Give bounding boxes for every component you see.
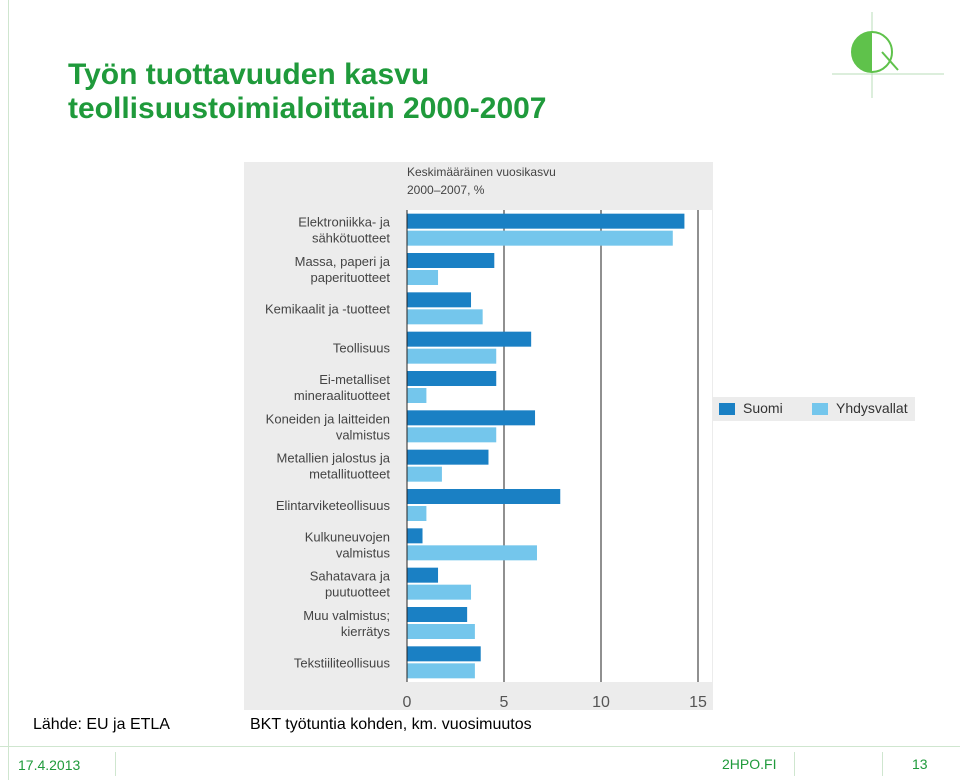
slide-title: Työn tuottavuuden kasvu teollisuustoimia… — [68, 58, 547, 126]
category-label: Metallien jalostus ja — [277, 451, 391, 466]
category-label: puutuotteet — [325, 585, 390, 600]
slide-title-line-2: teollisuustoimialoittain 2000-2007 — [68, 92, 547, 125]
bar-yhdysvallat — [407, 348, 497, 364]
category-label: valmistus — [336, 427, 391, 442]
legend-label-yhdysvallat: Yhdysvallat — [836, 400, 908, 416]
bar-suomi — [407, 410, 536, 426]
bar-suomi — [407, 646, 481, 662]
legend-label-suomi: Suomi — [743, 400, 783, 416]
category-label: Teollisuus — [333, 341, 391, 356]
category-label: Tekstiiliteollisuus — [294, 655, 391, 670]
bar-yhdysvallat — [407, 427, 497, 443]
category-label: mineraalituotteet — [294, 388, 390, 403]
bar-suomi — [407, 567, 439, 583]
footer-date: 17.4.2013 — [18, 757, 81, 773]
left-border-line — [8, 0, 9, 780]
bar-suomi — [407, 489, 561, 504]
category-label: sähkötuotteet — [312, 231, 390, 246]
bar-suomi — [407, 331, 532, 347]
chart-note: BKT työtuntia kohden, km. vuosimuutos — [250, 716, 532, 733]
bar-suomi — [407, 528, 423, 544]
plot-area — [407, 210, 712, 682]
category-label: Ei-metalliset — [319, 372, 390, 387]
chart-legend: Suomi Yhdysvallat — [713, 397, 915, 421]
legend-swatch-suomi — [719, 403, 735, 415]
page-number: 13 — [912, 756, 928, 772]
bar-yhdysvallat — [407, 506, 427, 521]
bar-yhdysvallat — [407, 584, 472, 600]
category-label: Elintarviketeollisuus — [276, 498, 391, 513]
legend-swatch-yhdysvallat — [812, 403, 828, 415]
category-label: Kulkuneuvojen — [305, 529, 390, 544]
footer-separator — [794, 752, 795, 776]
category-label: metallituotteet — [309, 467, 390, 482]
bar-yhdysvallat — [407, 663, 475, 679]
category-label: paperituotteet — [310, 270, 390, 285]
x-tick-label: 0 — [403, 694, 412, 710]
bar-chart: Keskimääräinen vuosikasvu 2000–2007, % 0 5 1… — [265, 165, 712, 710]
x-tick-label: 10 — [592, 694, 610, 710]
bar-suomi — [407, 253, 495, 268]
category-label: Elektroniikka- ja — [298, 215, 391, 230]
bar-yhdysvallat — [407, 270, 439, 285]
bar-suomi — [407, 213, 685, 229]
bar-yhdysvallat — [407, 309, 483, 325]
footer-separator — [115, 752, 116, 776]
bar-yhdysvallat — [407, 388, 427, 403]
category-label: valmistus — [336, 545, 391, 560]
category-label: Muu valmistus; — [303, 608, 390, 623]
footer-divider — [0, 746, 960, 747]
category-label: kierrätys — [341, 624, 391, 639]
category-label: Sahatavara ja — [310, 569, 391, 584]
bar-yhdysvallat — [407, 545, 537, 561]
footer-separator — [882, 752, 883, 776]
x-tick-label: 5 — [500, 694, 509, 710]
chart-title-line-2: 2000–2007, % — [407, 183, 485, 197]
x-tick-label: 15 — [689, 694, 707, 710]
bar-yhdysvallat — [407, 624, 475, 639]
category-label: Kemikaalit ja -tuotteet — [265, 301, 390, 316]
company-logo-icon — [832, 12, 944, 98]
category-label: Koneiden ja laitteiden — [266, 411, 390, 426]
bar-suomi — [407, 607, 468, 622]
category-label: Massa, paperi ja — [295, 254, 391, 269]
bar-suomi — [407, 449, 489, 465]
bar-suomi — [407, 371, 497, 386]
chart-title-line-1: Keskimääräinen vuosikasvu — [407, 165, 556, 179]
footer-site-link[interactable]: 2HPO.FI — [722, 756, 777, 772]
bar-yhdysvallat — [407, 466, 442, 482]
slide-title-line-1: Työn tuottavuuden kasvu — [68, 58, 430, 91]
bar-suomi — [407, 292, 472, 308]
bar-yhdysvallat — [407, 230, 673, 246]
source-text: Lähde: EU ja ETLA — [33, 716, 170, 733]
